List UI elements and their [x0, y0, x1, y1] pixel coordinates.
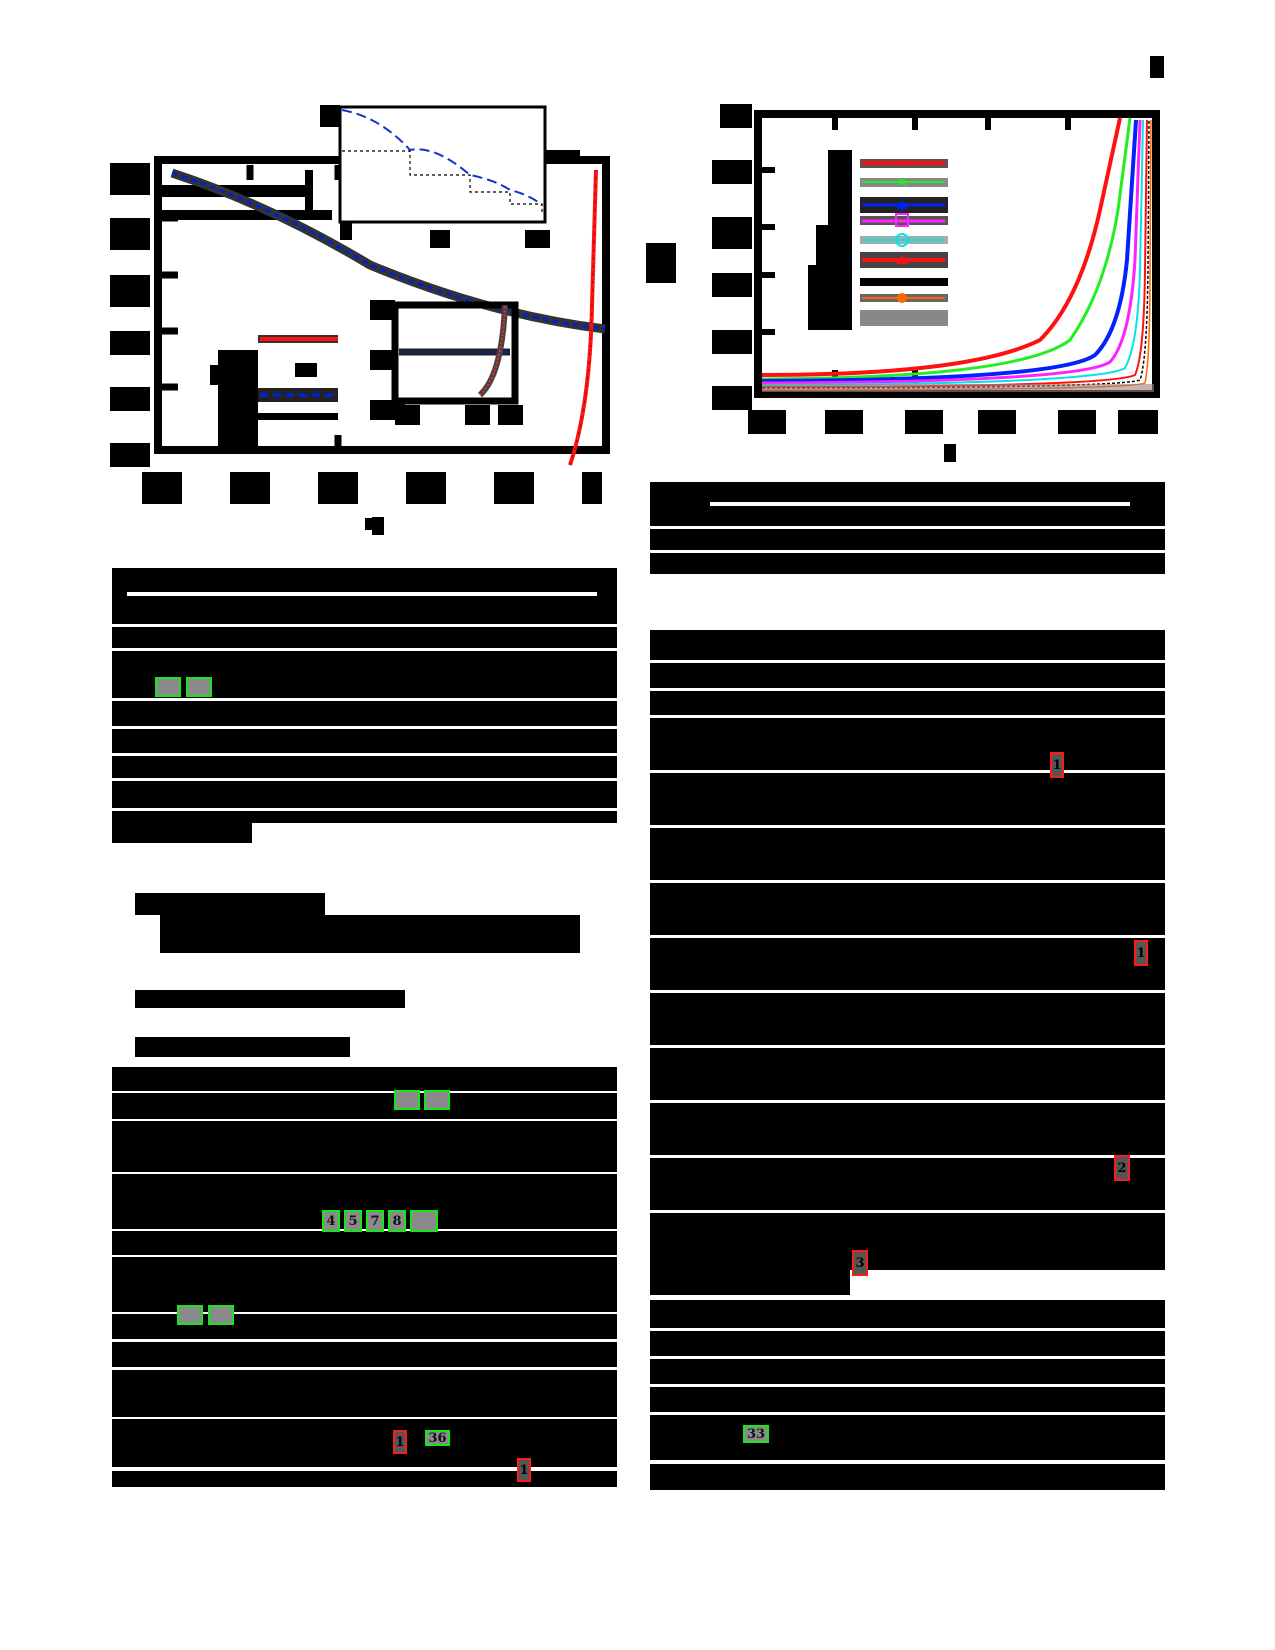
citation-marker[interactable]: 1	[517, 1458, 531, 1482]
x-tick-label	[318, 472, 358, 504]
y-tick-label	[720, 104, 752, 128]
x-tick-label	[978, 410, 1016, 434]
right-plot: + ✕ ✱	[754, 110, 1160, 398]
x-tick-label	[1118, 410, 1158, 434]
citation-marker[interactable]: 1	[1050, 752, 1064, 778]
right-body-text-para2	[650, 1300, 1165, 1490]
subheading	[135, 1037, 350, 1057]
x-tick-label	[494, 472, 534, 504]
y-tick-label	[110, 443, 150, 467]
y-tick-label	[712, 386, 752, 410]
x-tick-label	[582, 472, 602, 504]
page-number	[1150, 56, 1164, 78]
svg-text:✕: ✕	[896, 174, 908, 190]
y-tick-label	[712, 217, 752, 249]
right-body-text-para1	[650, 630, 1165, 1295]
svg-text:✱: ✱	[896, 198, 908, 214]
legend-right: + ✕ ✱	[860, 155, 948, 326]
citation-marker[interactable]: 7	[366, 1210, 384, 1232]
y-tick-label	[712, 330, 752, 354]
fig-right-axis-label	[944, 444, 956, 462]
y-tick-label	[712, 160, 752, 184]
y-axis-label	[646, 243, 676, 283]
author-affiliation	[135, 990, 405, 1008]
left-body-text	[112, 1067, 617, 1487]
citation-marker[interactable]: 5	[344, 1210, 362, 1232]
x-tick-label	[905, 410, 943, 434]
x-tick-label	[406, 472, 446, 504]
figure-right: + ✕ ✱	[640, 100, 1160, 460]
y-tick-label	[110, 163, 150, 195]
y-tick-label	[110, 387, 150, 411]
citation-marker[interactable]: 1	[1134, 940, 1148, 966]
figure-left	[110, 105, 610, 530]
y-tick-label	[110, 275, 150, 307]
x-tick-label	[230, 472, 270, 504]
citation-marker[interactable]: 4	[322, 1210, 340, 1232]
fig-left-axis-label	[372, 517, 384, 535]
citation-marker[interactable]	[186, 677, 212, 697]
y-tick-label	[110, 218, 150, 250]
y-tick-label	[110, 331, 150, 355]
citation-marker[interactable]: 33	[743, 1425, 769, 1443]
x-tick-label	[748, 410, 786, 434]
x-tick-label	[825, 410, 863, 434]
citation-marker[interactable]: 1	[393, 1430, 407, 1454]
citation-marker[interactable]: 2	[1114, 1155, 1130, 1181]
citation-marker[interactable]: 8	[388, 1210, 406, 1232]
subsection-title	[160, 915, 580, 953]
svg-text:+: +	[898, 155, 906, 171]
citation-marker[interactable]	[177, 1305, 203, 1325]
legend-red-line	[260, 337, 338, 341]
figure-right-caption	[650, 482, 1165, 574]
figure-left-caption	[112, 568, 617, 843]
x-tick-label	[142, 472, 182, 504]
citation-marker[interactable]	[410, 1210, 438, 1232]
x-tick-label	[1058, 410, 1096, 434]
section-heading	[135, 893, 325, 915]
left-plot	[154, 105, 610, 466]
citation-marker[interactable]	[424, 1090, 450, 1110]
citation-marker[interactable]	[155, 677, 181, 697]
citation-marker[interactable]	[394, 1090, 420, 1110]
citation-marker[interactable]: 36	[425, 1430, 450, 1446]
y-tick-label	[712, 273, 752, 297]
citation-marker[interactable]	[208, 1305, 234, 1325]
citation-marker[interactable]: 3	[852, 1250, 868, 1276]
